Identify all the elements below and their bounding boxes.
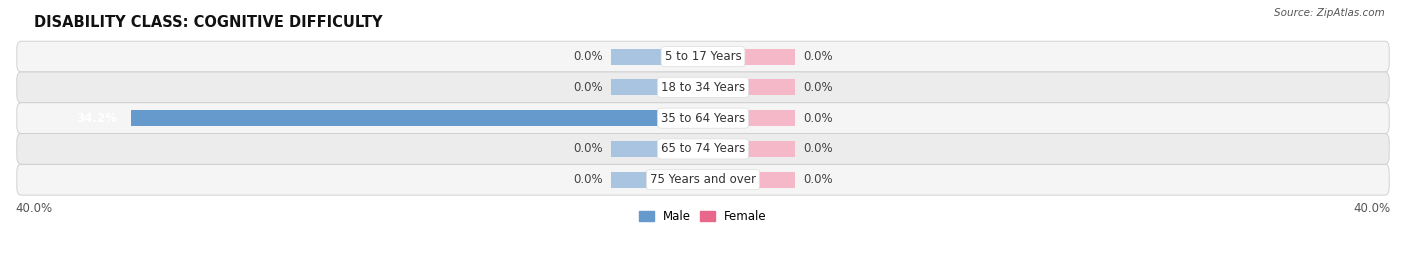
Text: 0.0%: 0.0%	[574, 173, 603, 186]
Text: 18 to 34 Years: 18 to 34 Years	[661, 81, 745, 94]
Bar	[612, 172, 703, 188]
Bar	[612, 141, 703, 157]
FancyBboxPatch shape	[17, 103, 1389, 133]
Text: 5 to 17 Years: 5 to 17 Years	[665, 50, 741, 63]
Bar	[703, 79, 794, 95]
Text: 0.0%: 0.0%	[574, 81, 603, 94]
Text: DISABILITY CLASS: COGNITIVE DIFFICULTY: DISABILITY CLASS: COGNITIVE DIFFICULTY	[34, 15, 382, 30]
Text: 0.0%: 0.0%	[803, 143, 832, 155]
Text: 0.0%: 0.0%	[803, 81, 832, 94]
Text: 75 Years and over: 75 Years and over	[650, 173, 756, 186]
Bar	[612, 49, 703, 65]
Text: 0.0%: 0.0%	[803, 173, 832, 186]
Bar	[703, 49, 794, 65]
Text: 0.0%: 0.0%	[803, 50, 832, 63]
Bar	[703, 172, 794, 188]
Text: 0.0%: 0.0%	[803, 112, 832, 125]
Text: 35 to 64 Years: 35 to 64 Years	[661, 112, 745, 125]
FancyBboxPatch shape	[17, 133, 1389, 164]
Bar	[703, 141, 794, 157]
Legend: Male, Female: Male, Female	[634, 205, 772, 228]
Text: 65 to 74 Years: 65 to 74 Years	[661, 143, 745, 155]
Bar	[612, 79, 703, 95]
FancyBboxPatch shape	[17, 164, 1389, 195]
FancyBboxPatch shape	[17, 72, 1389, 103]
Text: 0.0%: 0.0%	[574, 50, 603, 63]
Text: 34.2%: 34.2%	[76, 112, 117, 125]
Text: Source: ZipAtlas.com: Source: ZipAtlas.com	[1274, 8, 1385, 18]
Bar	[131, 110, 703, 126]
Text: 0.0%: 0.0%	[574, 143, 603, 155]
FancyBboxPatch shape	[17, 41, 1389, 72]
Bar	[703, 110, 794, 126]
